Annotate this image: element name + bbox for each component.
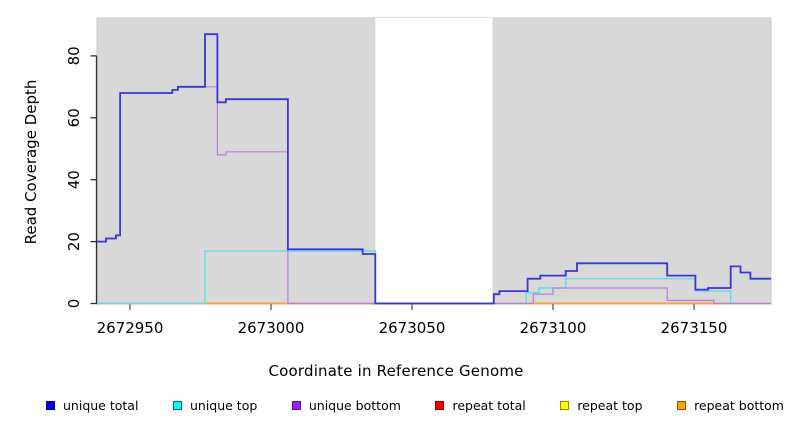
- legend-item-repeat-total: repeat total: [435, 397, 526, 413]
- legend: unique total unique top unique bottom repea…: [46, 395, 784, 415]
- x-tick-label: 2673050: [379, 319, 446, 337]
- legend-label-repeat-total: repeat total: [452, 397, 526, 413]
- legend-label-unique-total: unique total: [63, 397, 139, 413]
- legend-swatch-unique-bottom: [291, 400, 301, 410]
- no-data-gap-region: [375, 18, 493, 304]
- legend-label-repeat-top: repeat top: [577, 397, 643, 413]
- legend-swatch-repeat-total: [435, 400, 445, 410]
- legend-item-unique-bottom: unique bottom: [291, 397, 401, 413]
- legend-item-unique-top: unique top: [172, 397, 258, 413]
- legend-item-unique-total: unique total: [46, 398, 138, 413]
- legend-label-unique-top: unique top: [189, 397, 258, 413]
- legend-swatch-unique-total: [46, 400, 55, 410]
- x-tick-label: 2673100: [520, 319, 587, 337]
- y-tick-label: 80: [65, 46, 83, 65]
- series-unique-top: [97, 250, 771, 305]
- y-tick-label: 20: [65, 232, 83, 251]
- legend-label-unique-bottom: unique bottom: [308, 397, 401, 413]
- legend-swatch-unique-top: [172, 400, 182, 410]
- x-axis-title: Coordinate in Reference Genome: [268, 362, 524, 380]
- series-unique-total: [97, 33, 771, 305]
- x-tick-label: 2672950: [97, 319, 164, 337]
- legend-label-repeat-bottom: repeat bottom: [694, 397, 784, 413]
- legend-swatch-repeat-bottom: [677, 400, 687, 410]
- x-tick-label: 2673000: [238, 319, 305, 337]
- legend-item-repeat-top: repeat top: [560, 397, 643, 413]
- y-axis-title: Read Coverage Depth: [22, 79, 40, 245]
- y-tick-label: 40: [65, 170, 83, 189]
- y-tick-label: 0: [65, 299, 83, 309]
- y-tick-label: 60: [65, 108, 83, 127]
- legend-item-repeat-bottom: repeat bottom: [677, 398, 784, 413]
- legend-swatch-repeat-top: [560, 400, 570, 410]
- x-tick-label: 2673150: [661, 319, 728, 337]
